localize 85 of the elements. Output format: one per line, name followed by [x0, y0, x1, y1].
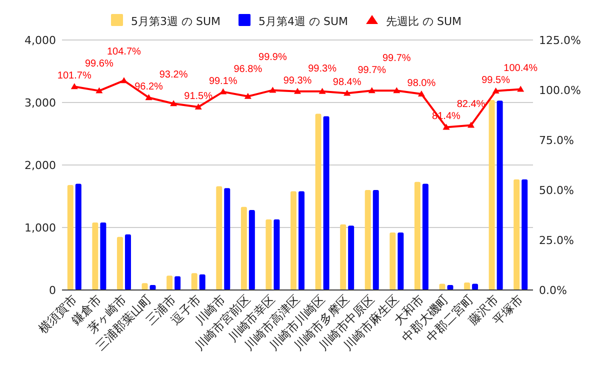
bar: [464, 282, 470, 290]
bar: [364, 190, 371, 290]
point: [220, 88, 227, 94]
point: [368, 87, 376, 94]
data-label: 96.2%: [134, 82, 163, 93]
point: [145, 94, 152, 100]
legend-label: 5月第4週 の SUM: [258, 15, 348, 28]
y2-tick-label: 25.0%: [539, 234, 574, 247]
point: [294, 88, 301, 94]
data-label: 104.7%: [107, 46, 141, 58]
legend-label: 5月第3週 の SUM: [131, 15, 221, 28]
point: [344, 90, 351, 96]
data-label: 99.3%: [283, 75, 312, 86]
bar: [216, 186, 222, 290]
legend-label: 先週比 の SUM: [386, 15, 462, 28]
point: [468, 122, 475, 128]
bar: [166, 276, 173, 290]
bar: [174, 276, 181, 290]
point: [418, 90, 425, 96]
bar: [248, 210, 255, 290]
bar: [422, 184, 428, 290]
bar: [414, 182, 420, 290]
y-tick-label: 1,000: [24, 222, 56, 234]
y2-tick-label: 0.0%: [539, 284, 567, 297]
bar: [274, 219, 280, 290]
point: [442, 124, 450, 130]
bar: [100, 222, 106, 290]
y-tick-label: 0: [49, 284, 56, 297]
point: [269, 86, 276, 93]
point: [492, 88, 500, 94]
bar: [224, 188, 230, 290]
y2-tick-label: 125.0%: [539, 34, 581, 47]
bar: [488, 100, 495, 290]
data-label: 101.7%: [57, 70, 92, 82]
bar: [315, 114, 322, 290]
bar: [348, 226, 354, 290]
data-label: 99.7%: [358, 65, 386, 76]
point: [170, 100, 178, 106]
data-label: 98.0%: [407, 78, 436, 89]
bar: [116, 236, 123, 290]
point: [393, 87, 400, 94]
point: [318, 88, 326, 94]
y-tick-label: 2,000: [24, 159, 56, 172]
data-label: 99.5%: [482, 75, 510, 86]
y-tick-label: 4,000: [24, 34, 56, 47]
bar: [92, 222, 98, 290]
data-label: 82.4%: [456, 99, 486, 110]
y2-tick-label: 75.0%: [539, 134, 574, 147]
data-label: 98.4%: [332, 77, 362, 88]
bar: [266, 219, 272, 290]
bar: [323, 116, 330, 290]
bar: [191, 273, 198, 290]
y2-tick-label: 100.0%: [539, 84, 581, 97]
data-label: 96.8%: [234, 64, 262, 75]
point: [517, 86, 524, 92]
bar: [75, 184, 82, 290]
bar: [199, 274, 206, 290]
bar: [372, 190, 379, 290]
bar: [240, 206, 247, 290]
bar: [67, 185, 74, 290]
point: [244, 92, 252, 99]
data-label: 99.9%: [258, 52, 287, 63]
bar: [124, 234, 131, 290]
point: [120, 77, 128, 84]
bar: [340, 224, 346, 290]
data-label: 99.7%: [382, 53, 411, 64]
bar: [496, 100, 503, 290]
bar: [390, 232, 396, 290]
bar: [290, 191, 296, 290]
bar: [298, 191, 304, 290]
bar: [522, 179, 528, 290]
point: [70, 83, 78, 90]
data-label: 100.4%: [504, 63, 538, 74]
bar: [514, 179, 520, 290]
y2-tick-label: 50.0%: [539, 184, 574, 197]
data-label: 99.6%: [85, 58, 114, 70]
bar: [142, 283, 148, 290]
point: [194, 104, 202, 110]
bar: [398, 232, 404, 290]
point: [96, 87, 103, 94]
data-label: 93.2%: [159, 70, 188, 81]
y-tick-label: 3,000: [24, 96, 56, 110]
data-label: 99.3%: [308, 63, 336, 74]
data-label: 99.1%: [208, 76, 238, 87]
data-label: 91.5%: [184, 91, 213, 102]
